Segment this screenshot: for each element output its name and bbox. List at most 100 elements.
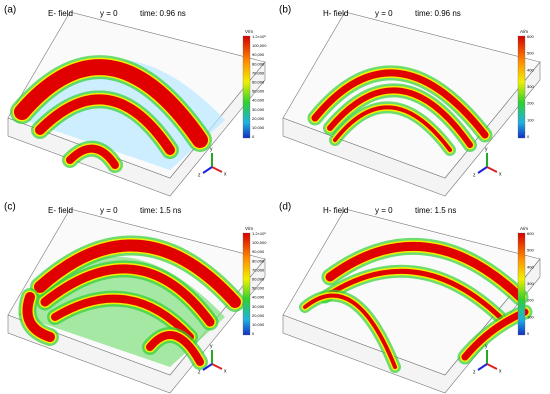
colorbar-label: 500 <box>527 248 534 253</box>
colorbar-label: 10,000 <box>252 125 265 130</box>
axis-x-label: x <box>499 171 502 177</box>
plane: y = 0 <box>100 9 118 18</box>
colorbar-label: 600 <box>527 34 534 39</box>
field-peak <box>22 292 55 342</box>
field-name: E- field <box>48 206 73 215</box>
colorbar-label: 60,000 <box>252 80 265 85</box>
panel-label: (a) <box>4 5 16 16</box>
axis-z-label: z <box>198 172 201 178</box>
colorbar-label: 50,000 <box>252 286 265 291</box>
field-peak <box>51 294 194 341</box>
axis-x <box>211 363 223 370</box>
colorbar <box>242 232 251 336</box>
colorbar-label: 0 <box>527 331 530 336</box>
colorbar <box>517 35 526 139</box>
colorbar-label: 30,000 <box>252 107 265 112</box>
panel-label: (c) <box>4 202 16 213</box>
colorbar-label: 50,000 <box>252 89 265 94</box>
colorbar-label: 1.2×10⁵ <box>252 34 266 39</box>
axis-x-label: x <box>224 171 227 177</box>
colorbar-label: 90,000 <box>252 52 265 57</box>
colorbar-label: 60,000 <box>252 277 265 282</box>
field-peak <box>325 241 525 302</box>
field-peak <box>34 239 241 308</box>
colorbar-label: 400 <box>527 67 534 72</box>
colorbar <box>517 232 526 336</box>
colorbar-label: 70,000 <box>252 70 265 75</box>
colorbar-label: 0 <box>252 134 255 139</box>
colorbar-label: 100 <box>527 117 534 122</box>
axis-y-label: y <box>210 343 213 349</box>
colorbar-label: 0 <box>527 134 530 139</box>
axis-z-label: z <box>473 369 476 375</box>
colorbar-label: 200 <box>527 101 534 106</box>
field-name: H- field <box>323 206 348 215</box>
axis-z-label: z <box>198 369 201 375</box>
plane: y = 0 <box>375 9 393 18</box>
time: time: 1.5 ns <box>415 206 456 215</box>
colorbar-label: 0 <box>252 331 255 336</box>
unit: V/m <box>245 226 253 231</box>
field-peak <box>14 59 208 148</box>
field-name: E- field <box>48 9 73 18</box>
unit: A/m <box>520 29 528 34</box>
colorbar-label: 70,000 <box>252 267 265 272</box>
axis-z <box>477 363 488 371</box>
colorbar-label: 600 <box>527 231 534 236</box>
field-name: H- field <box>323 9 348 18</box>
colorbar-label: 400 <box>527 264 534 269</box>
plane: y = 0 <box>375 206 393 215</box>
axis-y-label: y <box>485 343 488 349</box>
time: time: 1.5 ns <box>140 206 181 215</box>
colorbar-label: 1.2×10⁵ <box>252 231 266 236</box>
colorbar-label: 90,000 <box>252 249 265 254</box>
colorbar-label: 500 <box>527 51 534 56</box>
axis-z <box>202 166 213 174</box>
time: time: 0.96 ns <box>140 9 186 18</box>
colorbar-label: 100 <box>527 314 534 319</box>
field-peak <box>303 293 397 369</box>
axis-z <box>202 363 213 371</box>
axis-z-label: z <box>473 172 476 178</box>
field-peak <box>327 87 473 148</box>
panel: (a) E- field y = 0 time: 0.96 ns V/m1.2×10⁵ 1… <box>4 5 267 197</box>
axis-y-label: y <box>485 146 488 152</box>
field-peak <box>322 268 503 320</box>
colorbar-label: 20,000 <box>252 116 265 121</box>
colorbar-label: 300 <box>527 281 534 286</box>
axis-x <box>211 166 223 173</box>
field-peak <box>66 144 119 169</box>
axis-x <box>486 363 498 370</box>
unit: A/m <box>520 226 528 231</box>
colorbar-label: 100,000 <box>252 240 267 245</box>
colorbar-label: 300 <box>527 84 534 89</box>
field-peak <box>333 105 452 152</box>
colorbar-label: 40,000 <box>252 295 265 300</box>
colorbar-label: 40,000 <box>252 98 265 103</box>
axis-x-label: x <box>499 368 502 374</box>
time: time: 0.96 ns <box>415 9 461 18</box>
plane: y = 0 <box>100 206 118 215</box>
panel-label: (b) <box>279 5 291 16</box>
colorbar-label: 80,000 <box>252 61 265 66</box>
field-peak <box>146 331 204 366</box>
colorbar-label: 80,000 <box>252 258 265 263</box>
axis-x <box>486 166 498 173</box>
axis-x-label: x <box>224 368 227 374</box>
colorbar-label: 200 <box>527 298 534 303</box>
field-peak <box>40 264 215 327</box>
axis-z <box>477 166 488 174</box>
field-peak <box>311 69 489 139</box>
colorbar-label: 30,000 <box>252 304 265 309</box>
axis-y-label: y <box>210 146 213 152</box>
unit: V/m <box>245 29 253 34</box>
panel-label: (d) <box>279 202 291 213</box>
colorbar-label: 20,000 <box>252 313 265 318</box>
field-peak <box>35 94 175 155</box>
colorbar-label: 10,000 <box>252 322 265 327</box>
panel: (c) E- field y = 0 time: 1.5 ns V/m1.2×10⁵ 10… <box>4 202 267 394</box>
colorbar-label: 100,000 <box>252 43 267 48</box>
